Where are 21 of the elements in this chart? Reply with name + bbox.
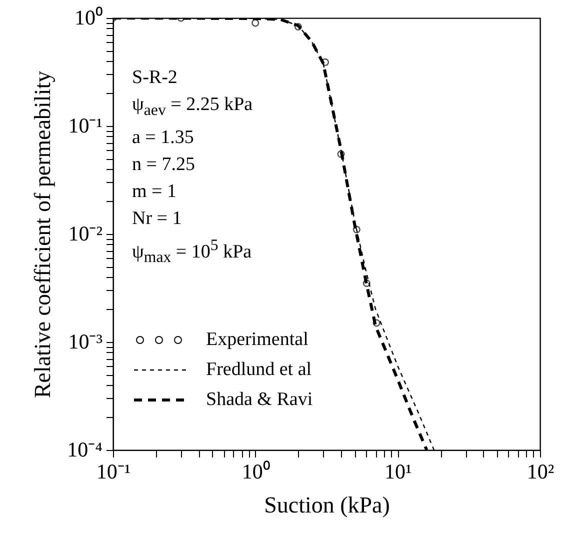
y-axis-title: Relative coefficient of permeability [30, 70, 56, 398]
annotation: Nr = 1 [132, 206, 183, 231]
annotation: ψ$_{aev}$ = 2.25 kPa [132, 93, 253, 121]
legend-label: Shada & Ravi [206, 389, 313, 411]
y-tick-label: 10⁻¹ [68, 114, 102, 138]
legend-label: Experimental [206, 329, 308, 351]
annotation: m = 1 [132, 180, 178, 204]
legend-label: Fredlund et al [206, 359, 312, 381]
y-tick-label: 10⁻³ [68, 330, 102, 354]
x-tick-label: 10² [526, 460, 554, 484]
annotation: a = 1.35 [132, 126, 195, 150]
x-tick-label: 10⁰ [242, 460, 270, 484]
annotation: ψ$_{max}$ = 10$^{5}$ kPa [132, 236, 253, 268]
x-tick-label: 10⁻¹ [96, 460, 131, 484]
annotation: n = 7.25 [132, 152, 196, 177]
y-tick-label: 10⁻² [68, 222, 102, 246]
x-axis-title: Suction (kPa) [264, 492, 390, 518]
y-tick-label: 10⁰ [74, 6, 102, 30]
y-tick-label: 10⁻⁴ [67, 438, 102, 462]
x-tick-label: 10¹ [384, 460, 412, 484]
annotation: S-R-2 [132, 66, 178, 90]
